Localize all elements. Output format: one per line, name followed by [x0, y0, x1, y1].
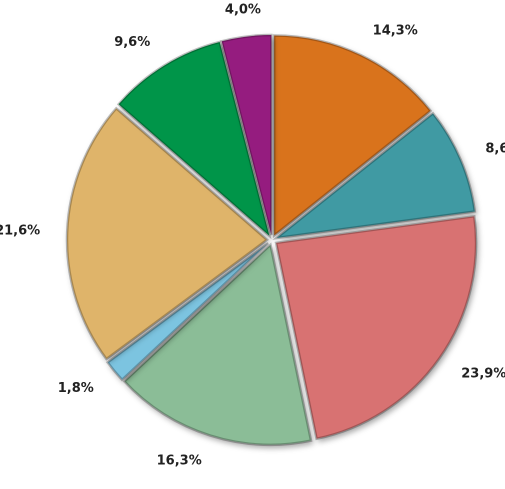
slice-label: 8,6%: [485, 141, 505, 156]
slice-label: 1,8%: [58, 381, 94, 396]
slice-label: 16,3%: [157, 454, 202, 469]
slice-label: 4,0%: [225, 2, 261, 17]
pie-slice: [274, 214, 478, 441]
pie-slice: [272, 34, 433, 239]
pie-slice: [122, 242, 313, 446]
pie-slice: [220, 33, 273, 236]
pie-slice: [65, 106, 269, 361]
pie-slice: [116, 40, 272, 240]
slice-label: 21,6%: [0, 223, 40, 238]
pie-slice: [272, 111, 477, 240]
pie-slice: [105, 242, 270, 382]
slice-label: 14,3%: [373, 23, 418, 38]
slice-label: 23,9%: [461, 367, 505, 382]
slice-label: 9,6%: [114, 35, 150, 50]
